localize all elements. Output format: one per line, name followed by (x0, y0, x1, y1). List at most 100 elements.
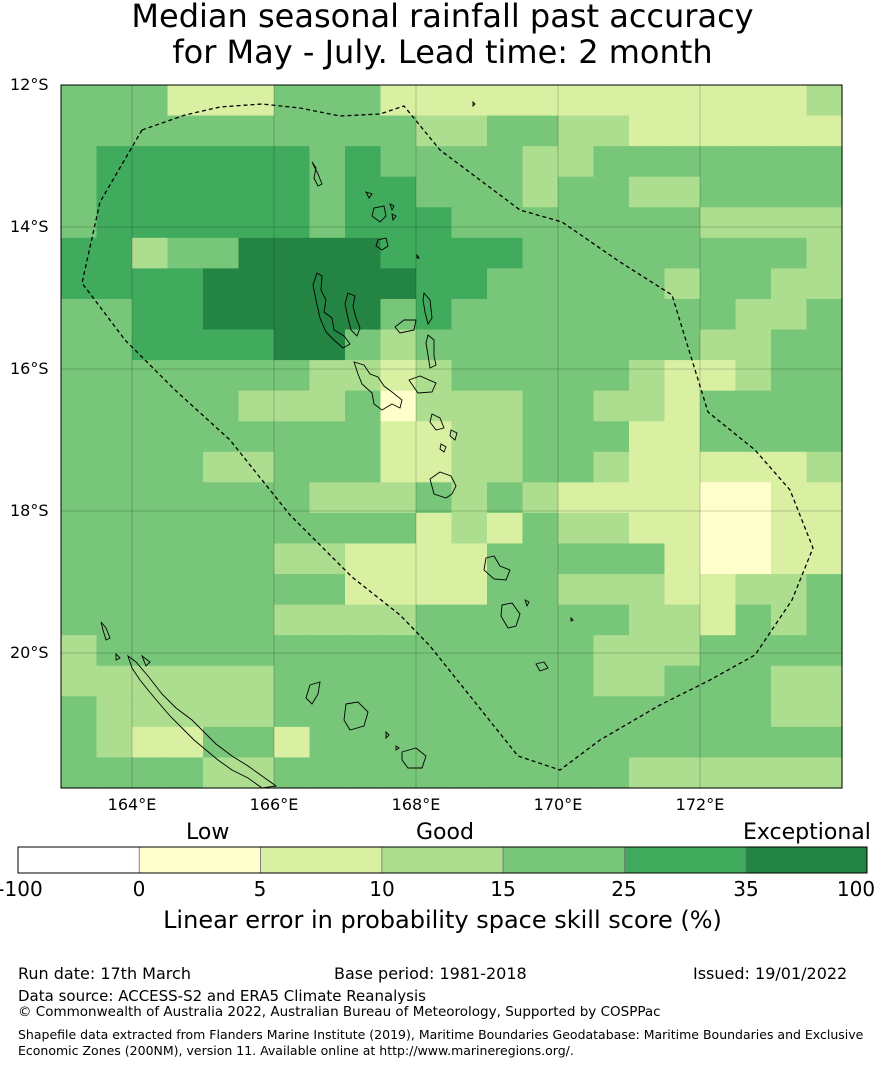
grid-cell (167, 451, 204, 483)
grid-cell (451, 115, 488, 147)
grid-cell (806, 329, 843, 361)
grid-cell (629, 635, 666, 667)
grid-cell (664, 329, 701, 361)
grid-cell (629, 237, 666, 269)
grid-cell (203, 665, 240, 697)
grid-cell (664, 268, 701, 300)
grid-cell (238, 665, 275, 697)
grid-cell (735, 390, 772, 422)
grid-cell (380, 574, 417, 606)
grid-cell (771, 237, 808, 269)
grid-cell (629, 115, 666, 147)
grid-cell (345, 482, 382, 514)
grid-cell (309, 360, 346, 392)
grid-cell (487, 329, 524, 361)
grid-cell (132, 207, 169, 239)
grid-cell (132, 665, 169, 697)
grid-cell (487, 146, 524, 178)
grid-cell (416, 146, 453, 178)
grid-cell (700, 237, 737, 269)
grid-cell (309, 390, 346, 422)
grid-cell (274, 146, 311, 178)
grid-cell (238, 85, 275, 117)
grid-cell (345, 268, 382, 300)
grid-cell (61, 176, 98, 208)
grid-cell (132, 298, 169, 331)
grid-cell (61, 237, 98, 269)
grid-cell (700, 635, 737, 667)
grid-cell (629, 665, 666, 697)
grid-cell (451, 574, 488, 606)
grid-cell (735, 85, 772, 117)
grid-cell (238, 696, 275, 728)
grid-cell (345, 635, 382, 667)
grid-cell (451, 512, 488, 545)
grid-cell (700, 298, 737, 331)
grid-cell (238, 146, 275, 178)
lat-label-16s: 16°S (10, 359, 49, 378)
tanna-coastline (500, 602, 521, 629)
grid-cell (345, 696, 382, 728)
grid-cell (274, 604, 311, 636)
grid-cell (700, 268, 737, 300)
grid-cell (132, 757, 169, 789)
grid-cell (771, 451, 808, 483)
grid-cell (61, 268, 98, 300)
colorbar-tick: 10 (369, 877, 395, 901)
grid-cell (61, 696, 98, 728)
grid-cell (806, 421, 843, 453)
grid-cell (558, 146, 595, 178)
grid-cell (96, 237, 133, 269)
grid-cell (735, 635, 772, 667)
grid-cell (380, 237, 417, 269)
grid-cell (771, 176, 808, 208)
grid-cell (558, 726, 595, 759)
grid-cell (309, 543, 346, 575)
mare-coastline (401, 747, 427, 769)
grid-cell (132, 390, 169, 422)
grid-cell (593, 696, 630, 728)
grid-cell (132, 176, 169, 208)
base-period: Base period: 1981-2018 (334, 964, 527, 983)
belep-islands-coastline (100, 621, 111, 641)
grid-cell (309, 207, 346, 239)
grid-cell (593, 207, 630, 239)
grid-cell (593, 298, 630, 331)
grid-cell (238, 176, 275, 208)
grid-cell (167, 115, 204, 147)
grid-cell (380, 421, 417, 453)
grid-cell (238, 757, 275, 789)
grid-cell (61, 298, 98, 331)
grid-cell (451, 421, 488, 453)
grid-cell (629, 512, 666, 545)
grid-cell (132, 146, 169, 178)
grid-cell (274, 329, 311, 361)
grid-cell (735, 360, 772, 392)
grid-cell (558, 604, 595, 636)
grid-cell (309, 757, 346, 789)
grid-cell (735, 757, 772, 789)
grid-cell (664, 482, 701, 514)
grid-cell (664, 237, 701, 269)
grid-cell (345, 604, 382, 636)
grid-cell (487, 207, 524, 239)
grid-cell (96, 665, 133, 697)
efate-coastline (429, 471, 457, 499)
grid-cell (167, 543, 204, 575)
shapefile-credit: Shapefile data extracted from Flanders M… (18, 1027, 864, 1058)
aniwa-coastline (524, 599, 530, 608)
grid-cell (238, 451, 275, 483)
grid-cell (238, 360, 275, 392)
grid-cell (735, 726, 772, 759)
colorbar-segment (138, 846, 261, 874)
grid-cell (238, 268, 275, 300)
grid-cell (771, 421, 808, 453)
lon-label-164e: 164°E (107, 795, 157, 814)
grid-cell (274, 207, 311, 239)
grid-cell (167, 146, 204, 178)
grid-cell (593, 604, 630, 636)
grid-cell (664, 574, 701, 606)
grid-cell (380, 268, 417, 300)
grid-cell (487, 482, 524, 514)
grid-cell (132, 85, 169, 117)
